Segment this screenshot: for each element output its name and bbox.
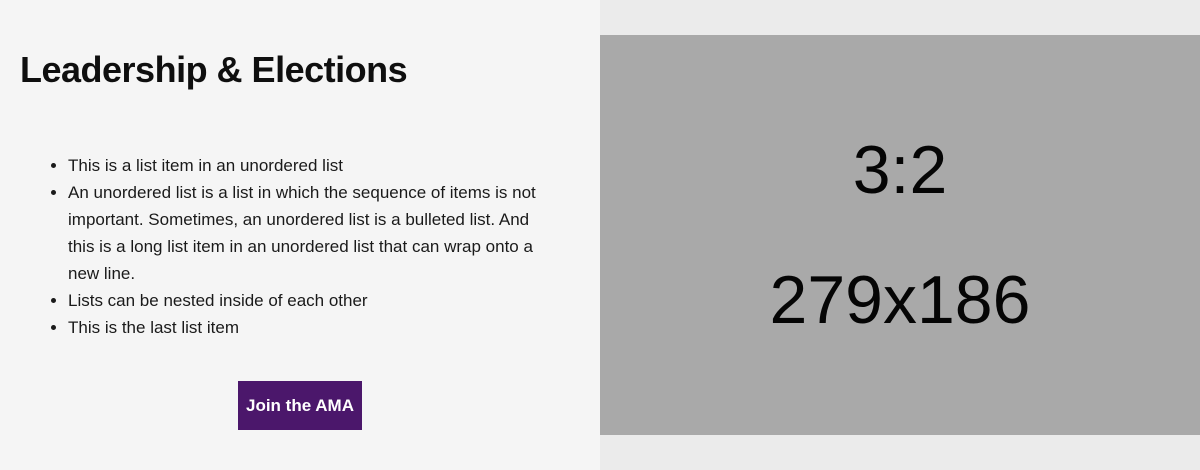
media-panel: 3:2 279x186 (600, 0, 1200, 470)
placeholder-image: 3:2 279x186 (600, 35, 1200, 435)
list-item: This is a list item in an unordered list (68, 152, 545, 179)
placeholder-size-text: 279x186 (769, 262, 1031, 338)
content-panel: Leadership & Elections This is a list it… (0, 0, 600, 470)
page-title: Leadership & Elections (20, 49, 408, 90)
join-ama-button[interactable]: Join the AMA (238, 381, 362, 430)
list-item: This is the last list item (68, 314, 545, 341)
bullet-list: This is a list item in an unordered list… (20, 152, 545, 341)
placeholder-ratio-text: 3:2 (852, 132, 948, 208)
list-item: Lists can be nested inside of each other (68, 287, 545, 314)
list-item: An unordered list is a list in which the… (68, 179, 545, 287)
